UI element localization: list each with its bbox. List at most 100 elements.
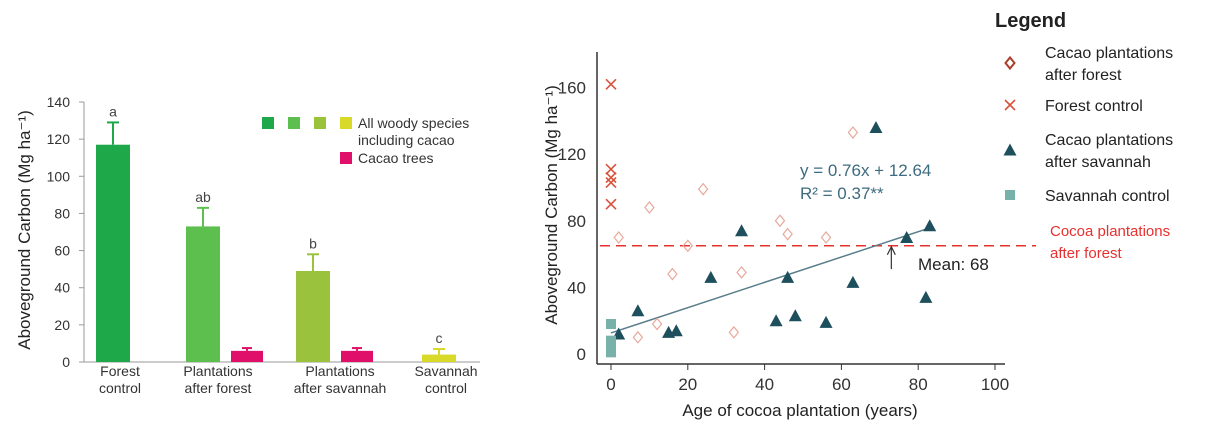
legend-label: Forest control — [1045, 98, 1143, 115]
significance-letter: a — [109, 103, 117, 119]
bar-all-woody — [422, 354, 456, 362]
legend-symbol — [1004, 55, 1016, 71]
regression-equation: y = 0.76x + 12.64 — [800, 161, 931, 180]
bar-y-tick-label: 20 — [54, 317, 70, 333]
point-cacao-after-savannah — [923, 219, 937, 232]
point-cacao-after-savannah — [869, 121, 883, 134]
scatter-x-tick-label: 80 — [909, 375, 928, 394]
scatter-ticks: 0 20 40 60 80 100 0 40 80 120 160 — [558, 79, 1010, 394]
scatter-reference-lines — [600, 227, 1036, 334]
point-cacao-after-savannah — [919, 290, 933, 303]
point-cacao-after-forest — [847, 126, 859, 140]
point-cacao-after-forest — [613, 231, 624, 244]
bar-cacao-trees — [341, 350, 373, 362]
legend-symbol — [1003, 143, 1017, 156]
bar-cacao-trees — [231, 350, 263, 362]
point-cacao-after-savannah — [788, 309, 802, 322]
bar-y-tick-label: 80 — [54, 205, 70, 221]
legend-label: after forest — [1045, 67, 1122, 84]
mean-arrow-head — [886, 245, 896, 256]
scatter-x-tick-label: 40 — [755, 375, 774, 394]
bar-y-tick-label: 140 — [47, 94, 71, 110]
point-cacao-after-forest — [820, 231, 832, 244]
scatter-y-axis-title: Aboveground Carbon (Mg ha⁻¹) — [542, 85, 561, 325]
bar-y-tick-label: 120 — [47, 131, 71, 147]
point-cacao-after-savannah — [900, 230, 914, 243]
scatter-x-axis-title: Age of cocoa plantation (years) — [682, 401, 917, 420]
point-cacao-after-savannah — [669, 324, 683, 337]
point-cacao-after-forest — [728, 325, 740, 339]
bar-chart: Aboveground Carbon (Mg ha⁻¹) 0 20 40 60 80 10… — [15, 94, 480, 396]
dashed-line-label: Cocoa plantations after forest — [1050, 223, 1170, 262]
bar-category-label: Forest — [100, 363, 140, 379]
bar-y-tick-label: 0 — [62, 354, 70, 370]
point-forest-control — [605, 198, 617, 210]
scatter-x-tick-label: 20 — [678, 375, 697, 394]
point-cacao-after-forest — [651, 317, 663, 331]
bar-category-label: Plantations — [183, 363, 252, 379]
scatter-chart: Aboveground Carbon (Mg ha⁻¹) Age of coco… — [542, 10, 1173, 420]
bar-category-label: Plantations — [305, 363, 374, 379]
legend-title: Legend — [995, 10, 1066, 32]
point-forest-control — [605, 171, 617, 184]
point-cacao-after-savannah — [819, 315, 833, 328]
legend-swatch — [288, 117, 300, 129]
significance-letter: b — [309, 235, 317, 251]
scatter-legend: Legend Cacao plantations after forest Fore… — [995, 10, 1173, 205]
bar-marks: a ab b c — [96, 103, 456, 362]
bar-category-label: after savannah — [294, 380, 387, 396]
point-cacao-after-forest — [667, 267, 678, 281]
legend-label: Cacao plantations — [1045, 132, 1173, 149]
regression-r-squared: R² = 0.37** — [800, 184, 884, 203]
bar-y-axis — [83, 102, 480, 363]
legend-swatch — [340, 117, 352, 129]
point-cacao-after-forest — [644, 201, 655, 214]
point-cacao-after-forest — [774, 214, 786, 228]
bar-y-tick-label: 40 — [54, 280, 70, 296]
point-cacao-after-savannah — [769, 314, 783, 327]
legend-label: Cacao trees — [358, 150, 433, 166]
legend-label: All woody species — [358, 115, 469, 131]
legend-symbol — [1005, 190, 1015, 200]
scatter-x-tick-label: 100 — [981, 375, 1009, 394]
dashed-line-label-text: after forest — [1050, 245, 1123, 262]
point-cacao-after-forest — [697, 182, 709, 196]
bar-category-label: control — [425, 380, 467, 396]
bar-all-woody — [186, 226, 220, 362]
scatter-y-tick-label: 160 — [558, 79, 586, 98]
point-cacao-after-forest — [736, 265, 747, 279]
scatter-x-tick-label: 60 — [832, 375, 851, 394]
point-savannah-control — [606, 347, 616, 358]
point-cacao-after-savannah — [846, 275, 860, 288]
legend-swatch — [314, 117, 326, 129]
legend-label: including cacao — [358, 132, 455, 148]
legend-symbol — [1004, 99, 1016, 111]
point-savannah-control — [606, 335, 616, 346]
legend-label: after savannah — [1045, 154, 1151, 171]
bar-all-woody — [296, 271, 330, 362]
bar-category-label: after forest — [185, 380, 252, 396]
scatter-y-tick-label: 0 — [577, 345, 586, 364]
point-cacao-after-savannah — [735, 224, 749, 237]
legend-label: Cacao plantations — [1045, 45, 1173, 62]
scatter-y-tick-label: 80 — [567, 212, 586, 231]
scatter-y-tick-label: 40 — [567, 278, 586, 297]
point-forest-control — [605, 163, 617, 175]
regression-line — [610, 227, 930, 334]
scatter-x-tick-label: 0 — [606, 375, 615, 394]
bar-category-label: control — [99, 380, 141, 396]
legend-label: Savannah control — [1045, 188, 1170, 205]
bar-y-tick-label: 60 — [54, 243, 70, 259]
bar-category-label: Savannah — [414, 363, 477, 379]
significance-letter: ab — [195, 189, 211, 205]
bar-y-axis-title: Aboveground Carbon (Mg ha⁻¹) — [15, 110, 34, 350]
point-cacao-after-forest — [782, 227, 793, 241]
legend-swatch — [340, 152, 352, 164]
bar-y-tick-label: 100 — [47, 168, 71, 184]
point-forest-control — [605, 176, 617, 189]
legend-swatch — [262, 117, 274, 129]
point-forest-control — [605, 78, 617, 90]
